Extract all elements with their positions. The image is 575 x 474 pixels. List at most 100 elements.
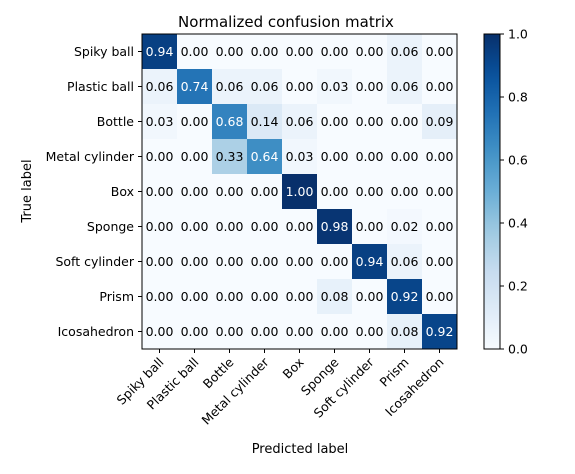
cell-value-label: 0.00 [181,324,209,339]
cell-value-label: 0.00 [251,44,279,59]
heatmap-cell [247,209,283,245]
cell-value-label: 0.00 [251,184,279,199]
heatmap-cell [387,139,423,175]
colorbar-tick-label: 0.4 [508,216,528,231]
heatmap-cell [422,279,458,315]
colorbar-tick-label: 1.0 [508,27,528,42]
heatmap-cell [177,104,213,140]
cell-value-label: 0.00 [181,289,209,304]
cell-value-label: 0.00 [426,219,454,234]
heatmap-cell [247,69,283,105]
heatmap-cell [422,104,458,140]
cell-value-label: 0.74 [181,79,209,94]
cell-value-label: 0.00 [391,149,419,164]
heatmap-cell [282,139,318,175]
cell-value-label: 0.03 [286,149,314,164]
y-tick-label: Icosahedron [58,324,134,339]
y-tick-label: Sponge [87,219,134,234]
cell-value-label: 0.00 [426,254,454,269]
heatmap-cell [422,34,458,70]
heatmap-cell [247,104,283,140]
cell-value-label: 0.03 [321,79,349,94]
cell-value-label: 0.00 [321,149,349,164]
heatmap-cell [422,174,458,210]
heatmap-cell [387,69,423,105]
heatmap-cell [142,314,178,350]
cell-value-label: 0.00 [146,184,174,199]
cell-value-label: 0.00 [356,184,384,199]
heatmap-cell [317,174,353,210]
cell-value-label: 0.08 [321,289,349,304]
cell-value-label: 0.00 [391,114,419,129]
cell-value-label: 0.00 [321,114,349,129]
cell-value-label: 0.00 [426,44,454,59]
heatmap-cell [247,244,283,280]
heatmap-cell [317,279,353,315]
cell-value-label: 0.98 [321,219,349,234]
heatmap-cell [177,69,213,105]
y-axis: Spiky ball Plastic ball Bottle Metal cylind… [46,44,142,339]
cell-value-label: 0.00 [356,44,384,59]
colorbar-gradient [483,33,501,350]
heatmap-cell [317,244,353,280]
heatmap-cell [352,209,388,245]
heatmap-cell [212,314,248,350]
heatmap-cells [142,34,458,350]
heatmap-cell [282,314,318,350]
cell-value-label: 0.92 [426,324,454,339]
cell-value-label: 0.14 [251,114,279,129]
cell-value-label: 0.00 [181,184,209,199]
heatmap-cell [177,174,213,210]
heatmap-cell [177,34,213,70]
cell-value-label: 0.00 [216,324,244,339]
cell-value-label: 0.00 [181,219,209,234]
heatmap-cell [387,104,423,140]
heatmap-cell [142,174,178,210]
cell-value-label: 0.03 [146,114,174,129]
cell-value-label: 0.00 [426,79,454,94]
cell-value-label: 0.00 [426,289,454,304]
heatmap-cell [142,104,178,140]
cell-value-label: 0.00 [146,149,174,164]
heatmap-cell [387,244,423,280]
cell-value-label: 0.00 [391,184,419,199]
heatmap-cell [317,314,353,350]
cell-value-label: 0.00 [251,324,279,339]
heatmap-cell [247,139,283,175]
heatmap-cell [317,104,353,140]
cell-value-label: 0.00 [356,114,384,129]
heatmap-cell [387,209,423,245]
cell-value-label: 0.00 [286,219,314,234]
heatmap-cell [422,139,458,175]
cell-value-label: 0.08 [391,324,419,339]
heatmap-cell [352,139,388,175]
cell-value-label: 0.00 [251,219,279,234]
heatmap-cell [282,279,318,315]
heatmap-cell [282,244,318,280]
cell-value-label: 0.06 [391,79,419,94]
cell-value-label: 0.00 [146,254,174,269]
cell-value-label: 0.00 [286,324,314,339]
cell-value-label: 0.00 [286,254,314,269]
cell-value-label: 0.00 [426,184,454,199]
cell-value-label: 0.00 [216,254,244,269]
heatmap-cell [142,34,178,70]
chart-title: Normalized confusion matrix [178,13,394,31]
cell-value-label: 0.33 [216,149,244,164]
cell-value-label: 0.06 [146,79,174,94]
heatmap-cell [142,69,178,105]
y-axis-label: True label [20,159,35,223]
heatmap-cell [177,314,213,350]
heatmap-cell [142,139,178,175]
heatmap-cell [422,244,458,280]
cell-value-label: 0.02 [391,219,419,234]
heatmap-cell [212,104,248,140]
cell-value-label: 0.64 [251,149,279,164]
heatmap-cell [212,279,248,315]
heatmap-cell [177,279,213,315]
heatmap-cell [387,279,423,315]
heatmap-cell [352,279,388,315]
heatmap-cell [422,69,458,105]
cell-value-label: 0.09 [426,114,454,129]
